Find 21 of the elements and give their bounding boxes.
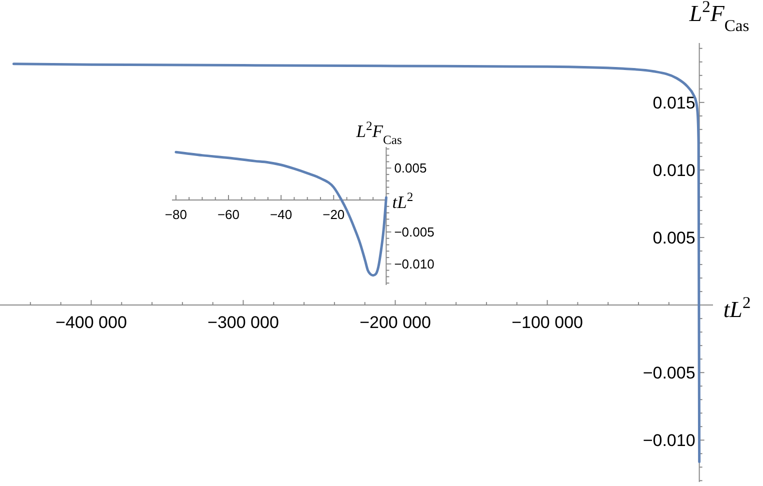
x-axis-title: tL$^{2}$ [723, 292, 751, 322]
y-tick-label: −0.005 [642, 364, 696, 383]
x-tick-label: −20 [322, 207, 345, 222]
y-tick-label: −0.010 [394, 256, 434, 272]
y-tick-label: 0.005 [652, 228, 696, 248]
line-series [12, 62, 701, 463]
y-axis-title: L$^{2}$F$_{Cas}$ [688, 0, 750, 34]
x-tick-label: −40 [270, 207, 292, 222]
y-tick-label: 0.015 [652, 93, 696, 112]
y-tick-label: 0.005 [394, 160, 427, 176]
y-tick-label: −0.010 [642, 431, 696, 450]
x-axis-title: tL$^{2}$ [392, 190, 414, 212]
y-axis-title: L$^{2}$F$_{Cas}$ [355, 119, 402, 147]
x-tick-label: −200 000 [360, 313, 431, 332]
x-tick-label: −80 [164, 207, 187, 222]
x-tick-label: −400 000 [56, 313, 127, 332]
x-tick-label: −60 [217, 207, 240, 222]
y-tick-label: 0.010 [652, 160, 696, 180]
x-tick-label: −100 000 [512, 313, 583, 332]
x-tick-label: −300 000 [208, 313, 279, 332]
y-tick-label: −0.005 [394, 224, 434, 240]
